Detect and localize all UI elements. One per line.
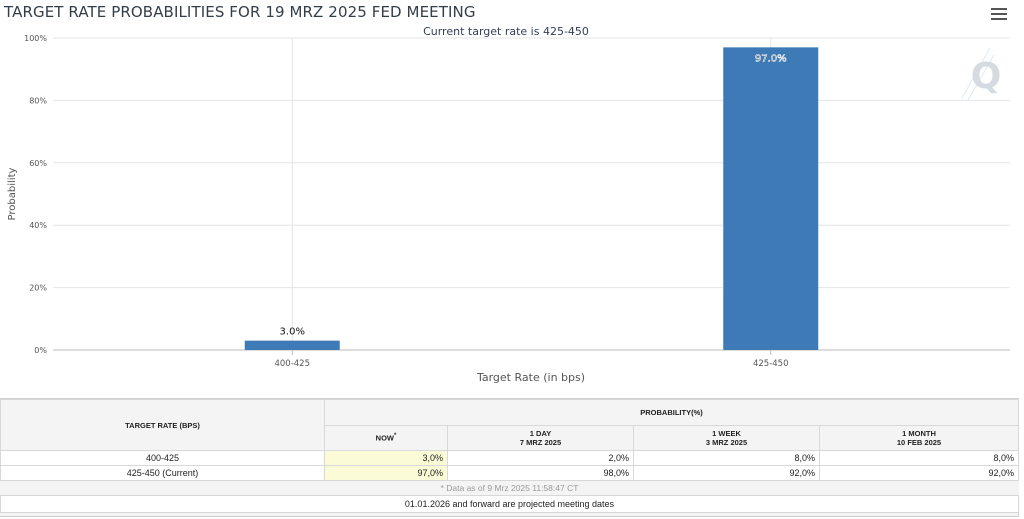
col-header-1week: 1 WEEK 3 MRZ 2025 [633,425,820,451]
bar [723,47,819,351]
bar [244,340,340,350]
chart-subtitle: Current target rate is 425-450 [423,25,589,38]
x-axis-title: Target Rate (in bps) [476,371,585,384]
bar-data-label: 3.0% [280,327,305,338]
probability-table: TARGET RATE (BPS) PROBABILITY(%) NOW* 1 … [0,398,1019,517]
x-axis-labels: 400-425 425-450 [274,350,789,369]
chart-title: TARGET RATE PROBABILITIES FOR 19 MRZ 202… [4,3,476,21]
data-timestamp-note: * Data as of 9 Mrz 2025 11:58:47 CT [0,480,1019,496]
svg-text:Q: Q [971,56,1002,97]
rate-column-header: TARGET RATE (BPS) [0,399,325,451]
y-axis-title: Probability [7,167,18,220]
hamburger-menu-icon[interactable] [991,8,1007,21]
col-header-now: NOW* [324,425,448,451]
bar-data-label: 97.0% [755,53,787,64]
y-tick-label: 60% [29,159,47,168]
q-logo-icon: Q [961,47,1002,101]
table-row: 425-450 (Current) 97,0% 98,0% 92,0% 92,0… [0,465,1019,481]
probability-header: PROBABILITY(%) [324,399,1019,426]
y-tick-label: 20% [29,284,47,293]
bar-chart: Current target rate is 425-450 0% 20% 40% 6… [7,25,1010,384]
x-tick-label: 400-425 [274,359,310,369]
table-row: 400-425 3,0% 2,0% 8,0% 8,0% [0,450,1019,466]
y-tick-label: 100% [24,34,47,43]
y-axis-labels: 0% 20% 40% 60% 80% 100% [24,34,47,355]
bars: 3.0% 97.0% [244,47,819,351]
col-header-1day: 1 DAY 7 MRZ 2025 [447,425,634,451]
grid-lines [53,37,1010,351]
y-tick-label: 0% [34,346,47,355]
y-tick-label: 80% [29,96,47,105]
col-header-1month: 1 MONTH 10 FEB 2025 [819,425,1019,451]
projection-footnote: 01.01.2026 and forward are projected mee… [0,495,1019,513]
x-tick-label: 425-450 [753,359,789,369]
y-tick-label: 40% [29,221,47,230]
